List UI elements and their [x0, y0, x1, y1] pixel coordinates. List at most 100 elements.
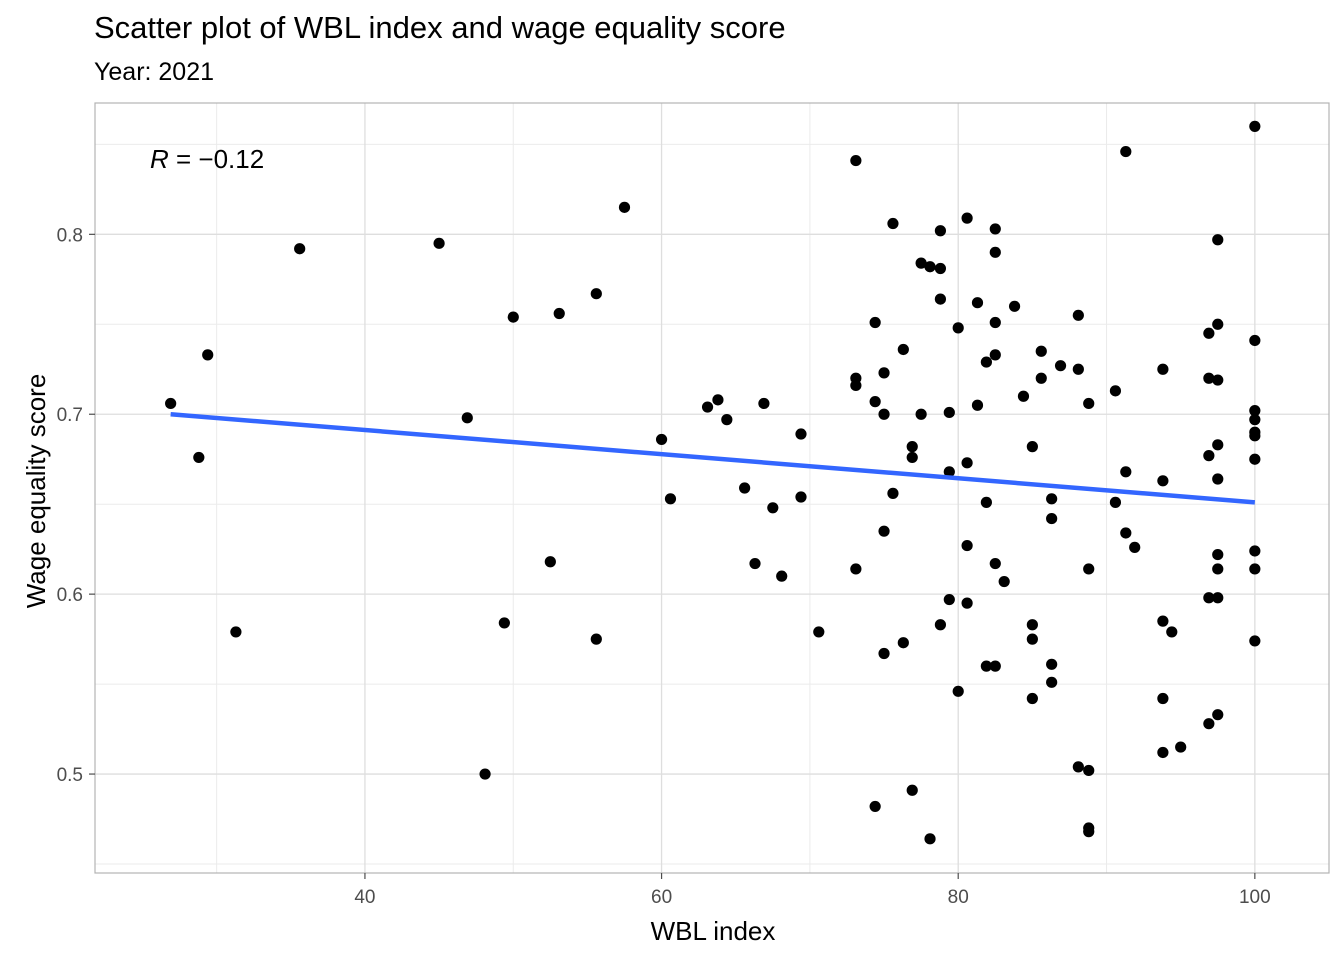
data-point: [1212, 473, 1224, 485]
data-point: [943, 466, 955, 478]
data-point: [1120, 145, 1132, 158]
data-point: [971, 399, 984, 411]
data-point: [461, 412, 473, 424]
data-point: [202, 349, 214, 361]
data-point: [878, 408, 890, 420]
data-point: [1212, 709, 1224, 721]
data-point: [1120, 527, 1132, 539]
data-point: [1072, 309, 1084, 321]
data-point: [1026, 441, 1038, 453]
data-point: [1249, 635, 1261, 647]
data-point: [1026, 633, 1038, 645]
data-point: [193, 451, 205, 464]
data-point: [1212, 548, 1224, 561]
data-point: [1249, 414, 1261, 426]
data-point: [618, 201, 631, 213]
data-point: [165, 397, 177, 410]
data-point: [1083, 764, 1095, 777]
data-point: [869, 396, 881, 408]
data-point: [1249, 405, 1261, 417]
chart-subtitle: Year: 2021: [94, 58, 215, 86]
data-point: [1212, 374, 1224, 386]
data-point: [952, 685, 964, 697]
data-point: [897, 637, 909, 649]
trend-line: [170, 411, 1256, 505]
data-point: [869, 316, 881, 329]
data-point: [989, 223, 1001, 235]
data-point: [590, 633, 602, 645]
data-point: [1157, 363, 1169, 375]
data-point: [479, 768, 491, 780]
data-point: [590, 288, 602, 300]
data-point: [544, 556, 556, 568]
data-point: [1008, 300, 1021, 312]
data-point: [739, 482, 751, 494]
data-point: [795, 428, 807, 440]
data-point: [980, 496, 992, 508]
data-point: [1035, 372, 1047, 384]
data-point: [813, 626, 825, 638]
data-point: [850, 563, 862, 575]
x-axis-ticks: 40 60 80 100: [354, 873, 1271, 908]
data-point: [1203, 718, 1215, 730]
data-point: [1212, 318, 1224, 330]
data-point: [1083, 563, 1095, 575]
data-point: [906, 451, 918, 464]
data-point: [553, 307, 565, 320]
data-point: [1046, 493, 1058, 505]
data-point: [664, 493, 677, 505]
data-point: [1157, 746, 1169, 759]
x-tick-label: 60: [651, 887, 672, 908]
data-point: [850, 154, 862, 167]
data-point: [887, 217, 899, 230]
data-point: [1203, 327, 1215, 339]
x-tick-label: 80: [948, 887, 969, 908]
data-point: [915, 257, 927, 269]
data-point: [934, 225, 947, 237]
data-point: [758, 397, 770, 410]
data-point: [294, 243, 306, 255]
data-point: [906, 441, 918, 453]
y-tick-label: 0.6: [57, 585, 83, 606]
data-point: [1046, 658, 1058, 670]
data-point: [971, 297, 984, 309]
x-axis-title: WBL index: [651, 916, 776, 946]
y-axis-ticks: 0.5 0.6 0.7 0.8: [57, 225, 95, 786]
data-point: [961, 597, 973, 609]
data-point: [934, 293, 947, 305]
data-point: [1203, 372, 1215, 384]
data-point: [776, 570, 788, 582]
data-point: [1035, 345, 1047, 357]
data-point: [767, 502, 779, 514]
data-point: [887, 487, 899, 499]
data-point: [1072, 363, 1084, 375]
data-point: [230, 626, 242, 638]
data-point: [934, 619, 947, 631]
data-point: [934, 262, 947, 275]
data-point: [961, 457, 973, 469]
data-point: [961, 539, 973, 552]
data-point: [1212, 439, 1224, 451]
data-point: [906, 784, 918, 796]
y-tick-label: 0.5: [57, 765, 83, 786]
data-point: [1026, 692, 1038, 705]
data-point: [1249, 545, 1261, 557]
y-tick-label: 0.8: [57, 225, 83, 246]
data-point: [869, 800, 881, 813]
data-point: [1249, 453, 1261, 465]
data-point: [1203, 592, 1215, 604]
data-point: [795, 491, 807, 503]
data-point: [924, 261, 936, 273]
data-point: [1249, 430, 1261, 442]
x-tick-label: 40: [354, 887, 375, 908]
data-point: [1109, 496, 1122, 508]
data-point: [507, 311, 519, 323]
data-point: [1129, 541, 1141, 553]
data-point: [878, 367, 890, 379]
y-tick-label: 0.7: [57, 405, 83, 426]
data-point: [961, 212, 973, 224]
data-point: [498, 617, 510, 629]
y-axis-title: Wage equality score: [21, 374, 51, 609]
data-point: [1072, 761, 1084, 773]
